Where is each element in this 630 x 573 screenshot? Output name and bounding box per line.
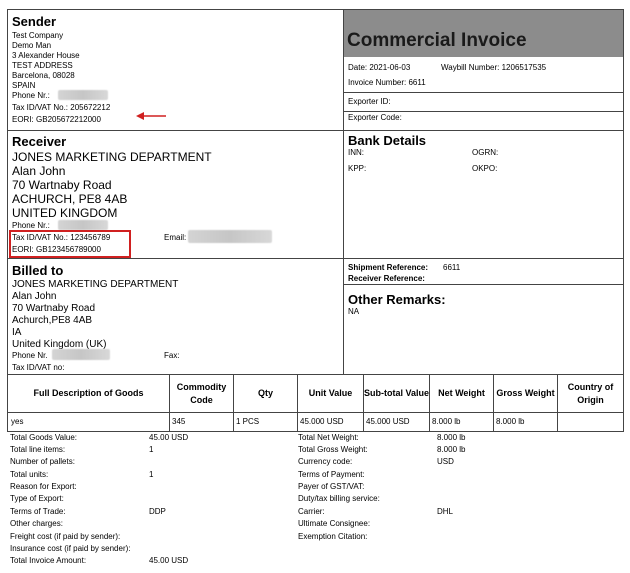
sender-heading: Sender [12, 14, 57, 29]
summary-label: Total units: [10, 470, 49, 479]
receiver-line: ACHURCH, PE8 4AB [12, 192, 128, 206]
table-cell: 45.000 USD [366, 417, 410, 426]
summary-value: USD [437, 457, 454, 466]
bank-inn: INN: [348, 148, 364, 157]
billed-line: United Kingdom (UK) [12, 339, 107, 350]
table-cell: 45.000 USD [300, 417, 344, 426]
redacted-phone [58, 90, 108, 100]
column-header: Commodity Code [176, 381, 227, 405]
summary-label: Reason for Export: [10, 482, 77, 491]
red-arrow-left-icon [136, 112, 166, 120]
receiver-email-label: Email: [164, 233, 187, 242]
sender-phone-label: Phone Nr.: [12, 91, 50, 100]
column-header: Country of Origin [567, 381, 614, 405]
column-header: Gross Weight [496, 388, 555, 398]
billed-line: JONES MARKETING DEPARTMENT [12, 279, 179, 290]
summary-label: Exemption Citation: [298, 532, 368, 541]
column-header: Unit Value [308, 388, 353, 398]
table-cell: 8.000 lb [496, 417, 525, 426]
bank-heading: Bank Details [348, 133, 427, 148]
invoice-waybill: Waybill Number: 1206517535 [441, 63, 547, 72]
bank-ogrn: OGRN: [472, 148, 499, 157]
receiver-eori: EORI: GB123456789000 [12, 245, 101, 254]
table-cell: 1 PCS [236, 417, 260, 426]
sender-line: SPAIN [12, 81, 36, 90]
summary-label: Payer of GST/VAT: [298, 482, 365, 491]
billed-heading: Billed to [12, 263, 64, 278]
invoice-number: Invoice Number: 6611 [348, 78, 426, 87]
shipment-reference-label: Shipment Reference: [348, 263, 429, 272]
billed-line: Alan John [12, 291, 57, 302]
summary-label: Terms of Payment: [298, 470, 365, 479]
summary-label: Type of Export: [10, 494, 64, 503]
summary-label: Number of pallets: [10, 457, 75, 466]
receiver-tax-id: Tax ID/VAT No.: 123456789 [12, 233, 111, 242]
summary-value: DHL [437, 507, 454, 516]
summary-label: Freight cost (if paid by sender): [10, 532, 121, 541]
summary-label: Ultimate Consignee: [298, 519, 371, 528]
shipment-reference-value: 6611 [443, 263, 461, 272]
billed-line: IA [12, 327, 22, 338]
table-cell: yes [11, 417, 24, 426]
summary-label: Total Gross Weight: [298, 445, 368, 454]
summary-label: Duty/tax billing service: [298, 494, 380, 503]
remarks-heading: Other Remarks: [348, 292, 446, 307]
exporter-code: Exporter Code: [348, 113, 402, 122]
highlight-box [9, 230, 131, 258]
summary-label: Currency code: [298, 457, 353, 466]
bank-okpo: OKPO: [472, 164, 498, 173]
sender-tax-id: Tax ID/VAT No.: 205672212 [12, 103, 111, 112]
column-header: Qty [257, 388, 273, 398]
summary-label: Total Invoice Amount: [10, 556, 87, 565]
billed-line: 70 Wartnaby Road [12, 303, 96, 314]
sender-line: Test Company [12, 31, 64, 40]
billed-line: Achurch,PE8 4AB [12, 315, 93, 326]
invoice-date: Date: 2021-06-03 [348, 63, 411, 72]
receiver-line: UNITED KINGDOM [12, 206, 118, 220]
receiver-heading: Receiver [12, 134, 67, 149]
exporter-id: Exporter ID: [348, 97, 391, 106]
redacted-phone [58, 220, 108, 230]
billed-phone-label: Phone Nr. [12, 351, 48, 360]
table-cell: 345 [172, 417, 186, 426]
bank-kpp: KPP: [348, 164, 367, 173]
sender-line: Demo Man [12, 41, 52, 50]
sender-line: Barcelona, 08028 [12, 71, 75, 80]
redacted-phone [52, 349, 110, 360]
summary-value: 1 [149, 470, 154, 479]
summary-label: Total Goods Value: [10, 433, 78, 442]
summary-label: Total Net Weight: [298, 433, 359, 442]
column-header: Net Weight [438, 388, 485, 398]
sender-eori: EORI: GB205672212000 [12, 115, 101, 124]
summary-value: DDP [149, 507, 166, 516]
redacted-email [188, 230, 272, 243]
invoice-title: Commercial Invoice [347, 30, 527, 51]
invoice-title-band [344, 10, 623, 57]
remarks-value: NA [348, 307, 360, 316]
receiver-line: 70 Wartnaby Road [12, 178, 112, 192]
column-header: Full Description of Goods [33, 388, 144, 398]
table-cell: 8.000 lb [432, 417, 461, 426]
receiver-line: Alan John [12, 164, 66, 178]
summary-value: 45.00 USD [149, 433, 189, 442]
receiver-line: JONES MARKETING DEPARTMENT [12, 150, 212, 164]
summary-value: 8.000 lb [437, 433, 466, 442]
summary-label: Carrier: [298, 507, 325, 516]
column-header: Sub-total Value [364, 388, 430, 398]
summary-value: 45.00 USD [149, 556, 189, 565]
summary-label: Insurance cost (if paid by sender): [10, 544, 131, 553]
summary-value: 1 [149, 445, 154, 454]
summary-value: 8.000 lb [437, 445, 466, 454]
summary-label: Other charges: [10, 519, 63, 528]
summary-label: Terms of Trade: [10, 507, 66, 516]
billed-fax-label: Fax: [164, 351, 180, 360]
receiver-phone-label: Phone Nr.: [12, 221, 50, 230]
sender-line: 3 Alexander House [12, 51, 80, 60]
receiver-reference-label: Receiver Reference: [348, 274, 425, 283]
billed-tax-id: Tax ID/VAT no: [12, 363, 65, 372]
sender-line: TEST ADDRESS [12, 61, 73, 70]
summary-label: Total line items: [10, 445, 66, 454]
